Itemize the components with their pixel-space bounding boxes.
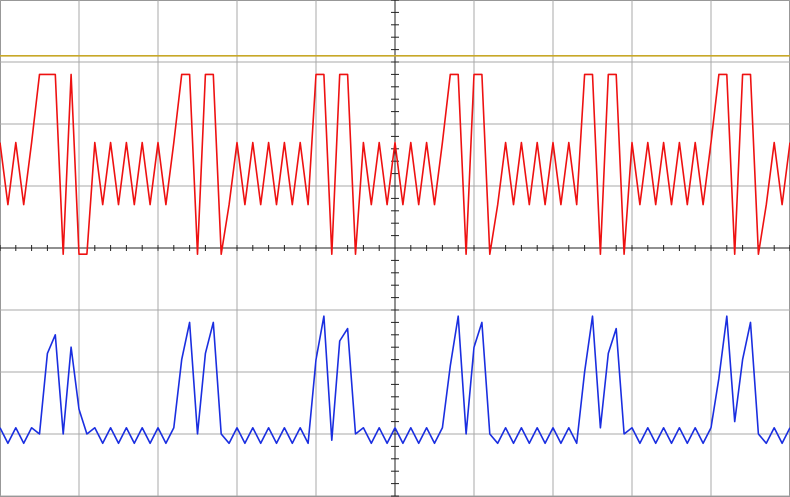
- trace: [0, 315, 790, 445]
- trace: [0, 73, 790, 255]
